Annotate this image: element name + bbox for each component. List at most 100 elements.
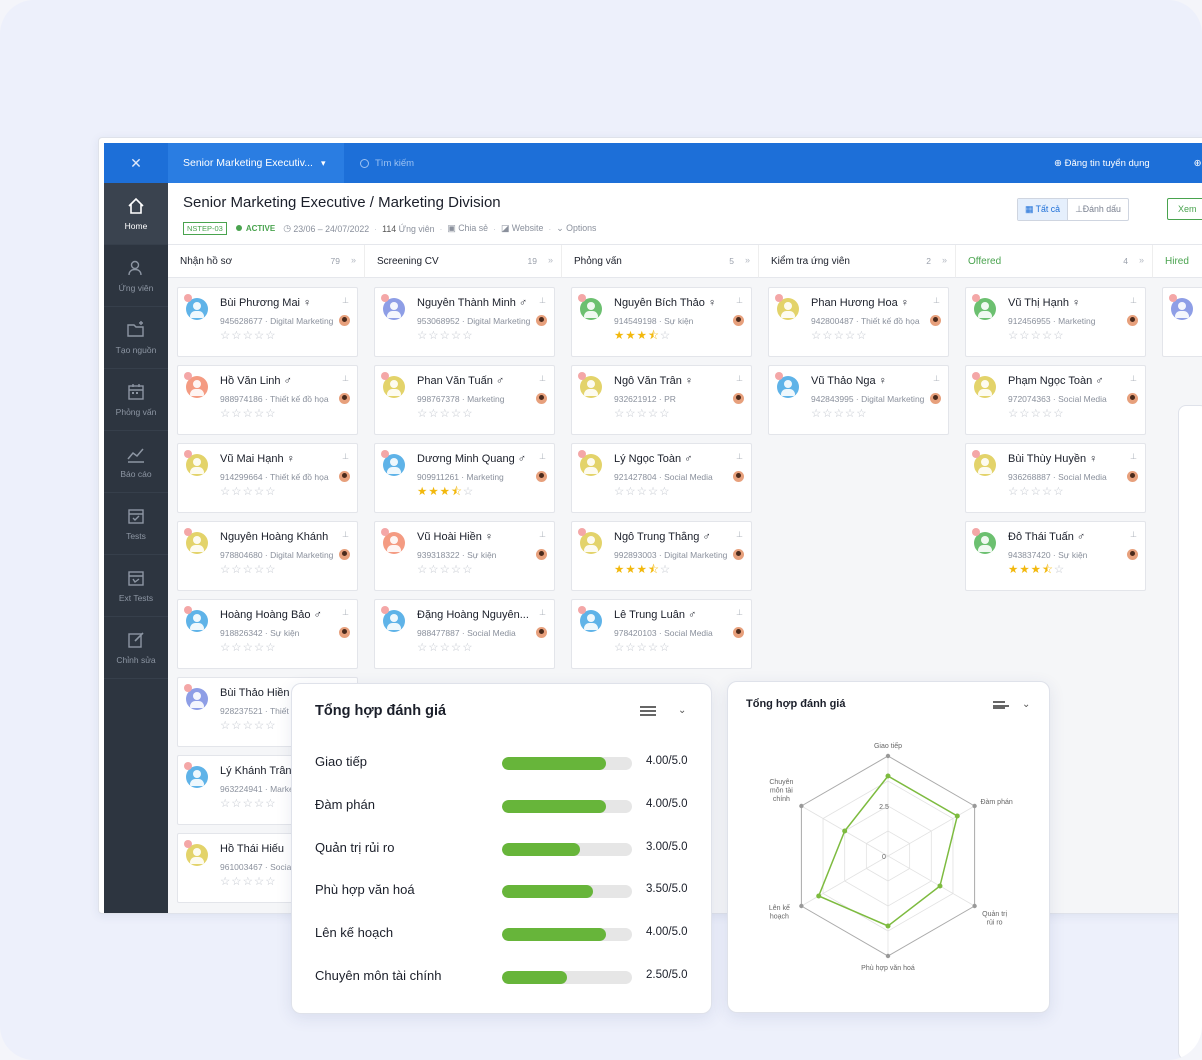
candidate-card[interactable]: Nguyễn Hoàng Khánh 978804680 · Digital Ma… bbox=[177, 521, 358, 591]
view-all-button[interactable]: ▦ Tất cả bbox=[1018, 199, 1069, 220]
pin-icon[interactable]: ⊥ bbox=[736, 452, 743, 461]
pin-icon[interactable]: ⊥ bbox=[736, 296, 743, 305]
candidate-card[interactable]: Phan Hương Hoa ♀ 942800487 · Thiết kế đồ … bbox=[768, 287, 949, 357]
rating-stars[interactable]: ★★★⯪☆ bbox=[417, 486, 475, 498]
candidate-card[interactable]: Vũ Mai Hạnh ♀ 914299664 · Thiết kế đồ họa… bbox=[177, 443, 358, 513]
rating-stars[interactable]: ☆☆☆☆☆ bbox=[220, 720, 277, 732]
column-header[interactable]: Phỏng vấn 5 » bbox=[562, 245, 759, 278]
rating-stars[interactable]: ☆☆☆☆☆ bbox=[1008, 486, 1065, 498]
candidate-card[interactable]: Vũ Thị Hạnh ♀ 912456955 · Marketing ☆☆☆☆☆ ⊥ bbox=[965, 287, 1146, 357]
column-header[interactable]: Nhận hồ sơ 79 » bbox=[168, 245, 365, 278]
candidate-card[interactable]: Đặng Hoàng Nguyên... 988477887 · Social M… bbox=[374, 599, 555, 669]
pin-icon[interactable]: ⊥ bbox=[736, 608, 743, 617]
rating-stars[interactable]: ☆☆☆☆☆ bbox=[220, 408, 277, 420]
rating-stars[interactable]: ☆☆☆☆☆ bbox=[811, 330, 868, 342]
sidebar-item-folder-add[interactable]: Tạo nguồn bbox=[104, 307, 168, 369]
share-link[interactable]: ▣ Chia sẻ bbox=[447, 223, 488, 234]
view-pinned-button[interactable]: ⊥Đánh dấu bbox=[1068, 199, 1128, 220]
options-dropdown[interactable]: ⌄ Options bbox=[556, 223, 596, 234]
rating-stars[interactable]: ★★★⯪☆ bbox=[1008, 564, 1066, 576]
pin-icon[interactable]: ⊥ bbox=[736, 374, 743, 383]
sidebar-item-ext-test[interactable]: Ext Tests bbox=[104, 555, 168, 617]
candidate-card[interactable]: Phạm Ngọc Toàn ♂ 972074363 · Social Media… bbox=[965, 365, 1146, 435]
sidebar-item-home[interactable]: Home bbox=[104, 183, 168, 245]
rating-stars[interactable]: ☆☆☆☆☆ bbox=[220, 330, 277, 342]
candidate-card[interactable]: Bùi Phương Mai ♀ 945628677 · Digital Mark… bbox=[177, 287, 358, 357]
rating-stars[interactable]: ☆☆☆☆☆ bbox=[614, 408, 671, 420]
double-chevron-icon[interactable]: » bbox=[941, 255, 947, 265]
candidate-card[interactable]: Phan Văn Tuấn ♂ 998767378 · Marketing ☆☆☆☆… bbox=[374, 365, 555, 435]
post-job-button[interactable]: ⊕ Đăng tin tuyển dụng bbox=[1054, 157, 1150, 169]
pin-icon[interactable]: ⊥ bbox=[342, 452, 349, 461]
rating-stars[interactable]: ☆☆☆☆☆ bbox=[1008, 330, 1065, 342]
candidate-card[interactable]: Ngô Trung Thắng ♂ 992893003 · Digital Mar… bbox=[571, 521, 752, 591]
candidate-card[interactable]: Đỗ Thái Tuấn ♂ 943837420 · Sự kiện ★★★⯪☆ ⊥ bbox=[965, 521, 1146, 591]
candidate-card[interactable]: Lý Ngọc Toàn ♂ 921427804 · Social Media ☆☆… bbox=[571, 443, 752, 513]
rating-stars[interactable]: ☆☆☆☆☆ bbox=[1008, 408, 1065, 420]
rating-stars[interactable]: ☆☆☆☆☆ bbox=[417, 408, 474, 420]
pin-icon[interactable]: ⊥ bbox=[342, 608, 349, 617]
rating-stars[interactable]: ☆☆☆☆☆ bbox=[220, 564, 277, 576]
view-button[interactable]: Xem bbox=[1167, 198, 1202, 220]
chevron-down-icon[interactable]: ⌄ bbox=[1022, 699, 1031, 710]
rating-stars[interactable]: ★★★⯪☆ bbox=[614, 564, 672, 576]
rating-stars[interactable]: ☆☆☆☆☆ bbox=[417, 564, 474, 576]
chevron-down-icon[interactable]: ⌄ bbox=[678, 705, 687, 716]
pin-icon[interactable]: ⊥ bbox=[539, 374, 546, 383]
pin-icon[interactable]: ⊥ bbox=[1130, 374, 1137, 383]
candidate-card[interactable]: Nguyễn Bích Thảo ♀ 914549198 · Sự kiện ★★★… bbox=[571, 287, 752, 357]
sidebar-item-edit[interactable]: Chỉnh sửa bbox=[104, 617, 168, 679]
pin-icon[interactable]: ⊥ bbox=[1130, 530, 1137, 539]
pin-icon[interactable]: ⊥ bbox=[933, 296, 940, 305]
candidate-card[interactable]: Hồ Văn Linh ♂ 988974186 · Thiết kế đồ họa… bbox=[177, 365, 358, 435]
candidate-card[interactable]: Ngô Văn Trân ♀ 932621912 · PR ☆☆☆☆☆ ⊥ bbox=[571, 365, 752, 435]
double-chevron-icon[interactable]: » bbox=[1138, 255, 1144, 265]
pin-icon[interactable]: ⊥ bbox=[342, 530, 349, 539]
double-chevron-icon[interactable]: » bbox=[744, 255, 750, 265]
candidate-card[interactable]: Vũ Hoài Hiền ♀ 939318322 · Sự kiện ☆☆☆☆☆ ⊥ bbox=[374, 521, 555, 591]
pin-icon[interactable]: ⊥ bbox=[539, 530, 546, 539]
sidebar-item-candidate[interactable]: Ứng viên bbox=[104, 245, 168, 307]
pin-icon[interactable]: ⊥ bbox=[342, 296, 349, 305]
pin-icon[interactable]: ⊥ bbox=[539, 296, 546, 305]
candidate-card[interactable]: Hoàng Hoàng Bảo ♂ 918826342 · Sự kiện ☆☆☆☆… bbox=[177, 599, 358, 669]
candidate-card[interactable]: Vũ Thảo Nga ♀ 942843995 · Digital Marketi… bbox=[768, 365, 949, 435]
candidate-card[interactable]: Bùi Thùy Huyền ♀ 936268887 · Social Media… bbox=[965, 443, 1146, 513]
candidate-card[interactable] bbox=[1162, 287, 1202, 357]
candidate-card[interactable]: Lê Trung Luân ♂ 978420103 · Social Media ☆… bbox=[571, 599, 752, 669]
website-link[interactable]: ◪ Website bbox=[501, 223, 543, 234]
rating-stars[interactable]: ☆☆☆☆☆ bbox=[220, 486, 277, 498]
column-header[interactable]: Offered 4 » bbox=[956, 245, 1153, 278]
pin-icon[interactable]: ⊥ bbox=[933, 374, 940, 383]
pin-icon[interactable]: ⊥ bbox=[539, 608, 546, 617]
rating-stars[interactable]: ☆☆☆☆☆ bbox=[220, 876, 277, 888]
extra-action-button[interactable]: ⊕ Tạ bbox=[1193, 157, 1202, 169]
job-selector[interactable]: Senior Marketing Executiv... ▾ bbox=[168, 143, 344, 183]
list-icon[interactable] bbox=[993, 700, 1009, 709]
pin-icon[interactable]: ⊥ bbox=[539, 452, 546, 461]
column-header[interactable]: Kiểm tra ứng viên 2 » bbox=[759, 245, 956, 278]
rating-stars[interactable]: ☆☆☆☆☆ bbox=[220, 798, 277, 810]
search-input[interactable]: Tìm kiếm bbox=[360, 143, 414, 183]
pin-icon[interactable]: ⊥ bbox=[736, 530, 743, 539]
rating-stars[interactable]: ☆☆☆☆☆ bbox=[220, 642, 277, 654]
candidate-card[interactable]: Dương Minh Quang ♂ 909911261 · Marketing ★… bbox=[374, 443, 555, 513]
sidebar-item-calendar[interactable]: Phỏng vấn bbox=[104, 369, 168, 431]
column-header[interactable]: Hired bbox=[1153, 245, 1202, 278]
rating-stars[interactable]: ☆☆☆☆☆ bbox=[417, 330, 474, 342]
candidate-card[interactable]: Nguyễn Thành Minh ♂ 953068952 · Digital M… bbox=[374, 287, 555, 357]
rating-stars[interactable]: ☆☆☆☆☆ bbox=[614, 642, 671, 654]
sidebar-item-test[interactable]: Tests bbox=[104, 493, 168, 555]
column-header[interactable]: Screening CV 19 » bbox=[365, 245, 562, 278]
pin-icon[interactable]: ⊥ bbox=[1130, 296, 1137, 305]
rating-stars[interactable]: ☆☆☆☆☆ bbox=[417, 642, 474, 654]
rating-stars[interactable]: ☆☆☆☆☆ bbox=[811, 408, 868, 420]
pin-icon[interactable]: ⊥ bbox=[342, 374, 349, 383]
list-icon[interactable] bbox=[640, 705, 656, 716]
double-chevron-icon[interactable]: » bbox=[547, 255, 553, 265]
rating-stars[interactable]: ★★★⯪☆ bbox=[614, 330, 672, 342]
pin-icon[interactable]: ⊥ bbox=[1130, 452, 1137, 461]
sidebar-item-chart[interactable]: Báo cáo bbox=[104, 431, 168, 493]
rating-stars[interactable]: ☆☆☆☆☆ bbox=[614, 486, 671, 498]
close-icon[interactable]: ✕ bbox=[130, 154, 142, 171]
